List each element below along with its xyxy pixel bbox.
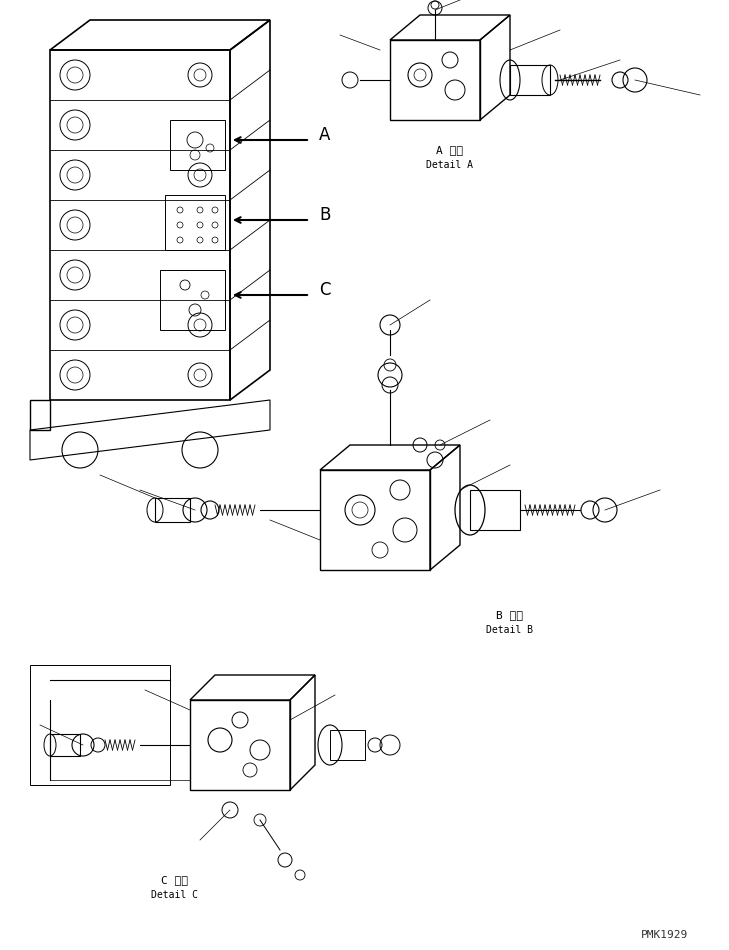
Bar (160, 270, 225, 330)
Text: A 詳細: A 詳細 (437, 145, 464, 155)
Bar (30, 665, 170, 785)
Text: B: B (319, 206, 331, 224)
Bar (165, 195, 225, 250)
Text: C: C (319, 281, 331, 299)
Bar (470, 490, 520, 530)
Bar (155, 498, 190, 522)
Text: Detail B: Detail B (486, 625, 534, 635)
Text: C 詳細: C 詳細 (162, 875, 189, 885)
Bar (510, 65, 550, 95)
Text: PMK1929: PMK1929 (642, 930, 689, 940)
Text: B 詳細: B 詳細 (496, 610, 523, 620)
Bar (50, 734, 80, 756)
Text: A: A (319, 126, 331, 144)
Bar (330, 730, 365, 760)
Text: Detail A: Detail A (426, 160, 474, 170)
Text: Detail C: Detail C (152, 890, 198, 900)
Bar (170, 120, 225, 170)
